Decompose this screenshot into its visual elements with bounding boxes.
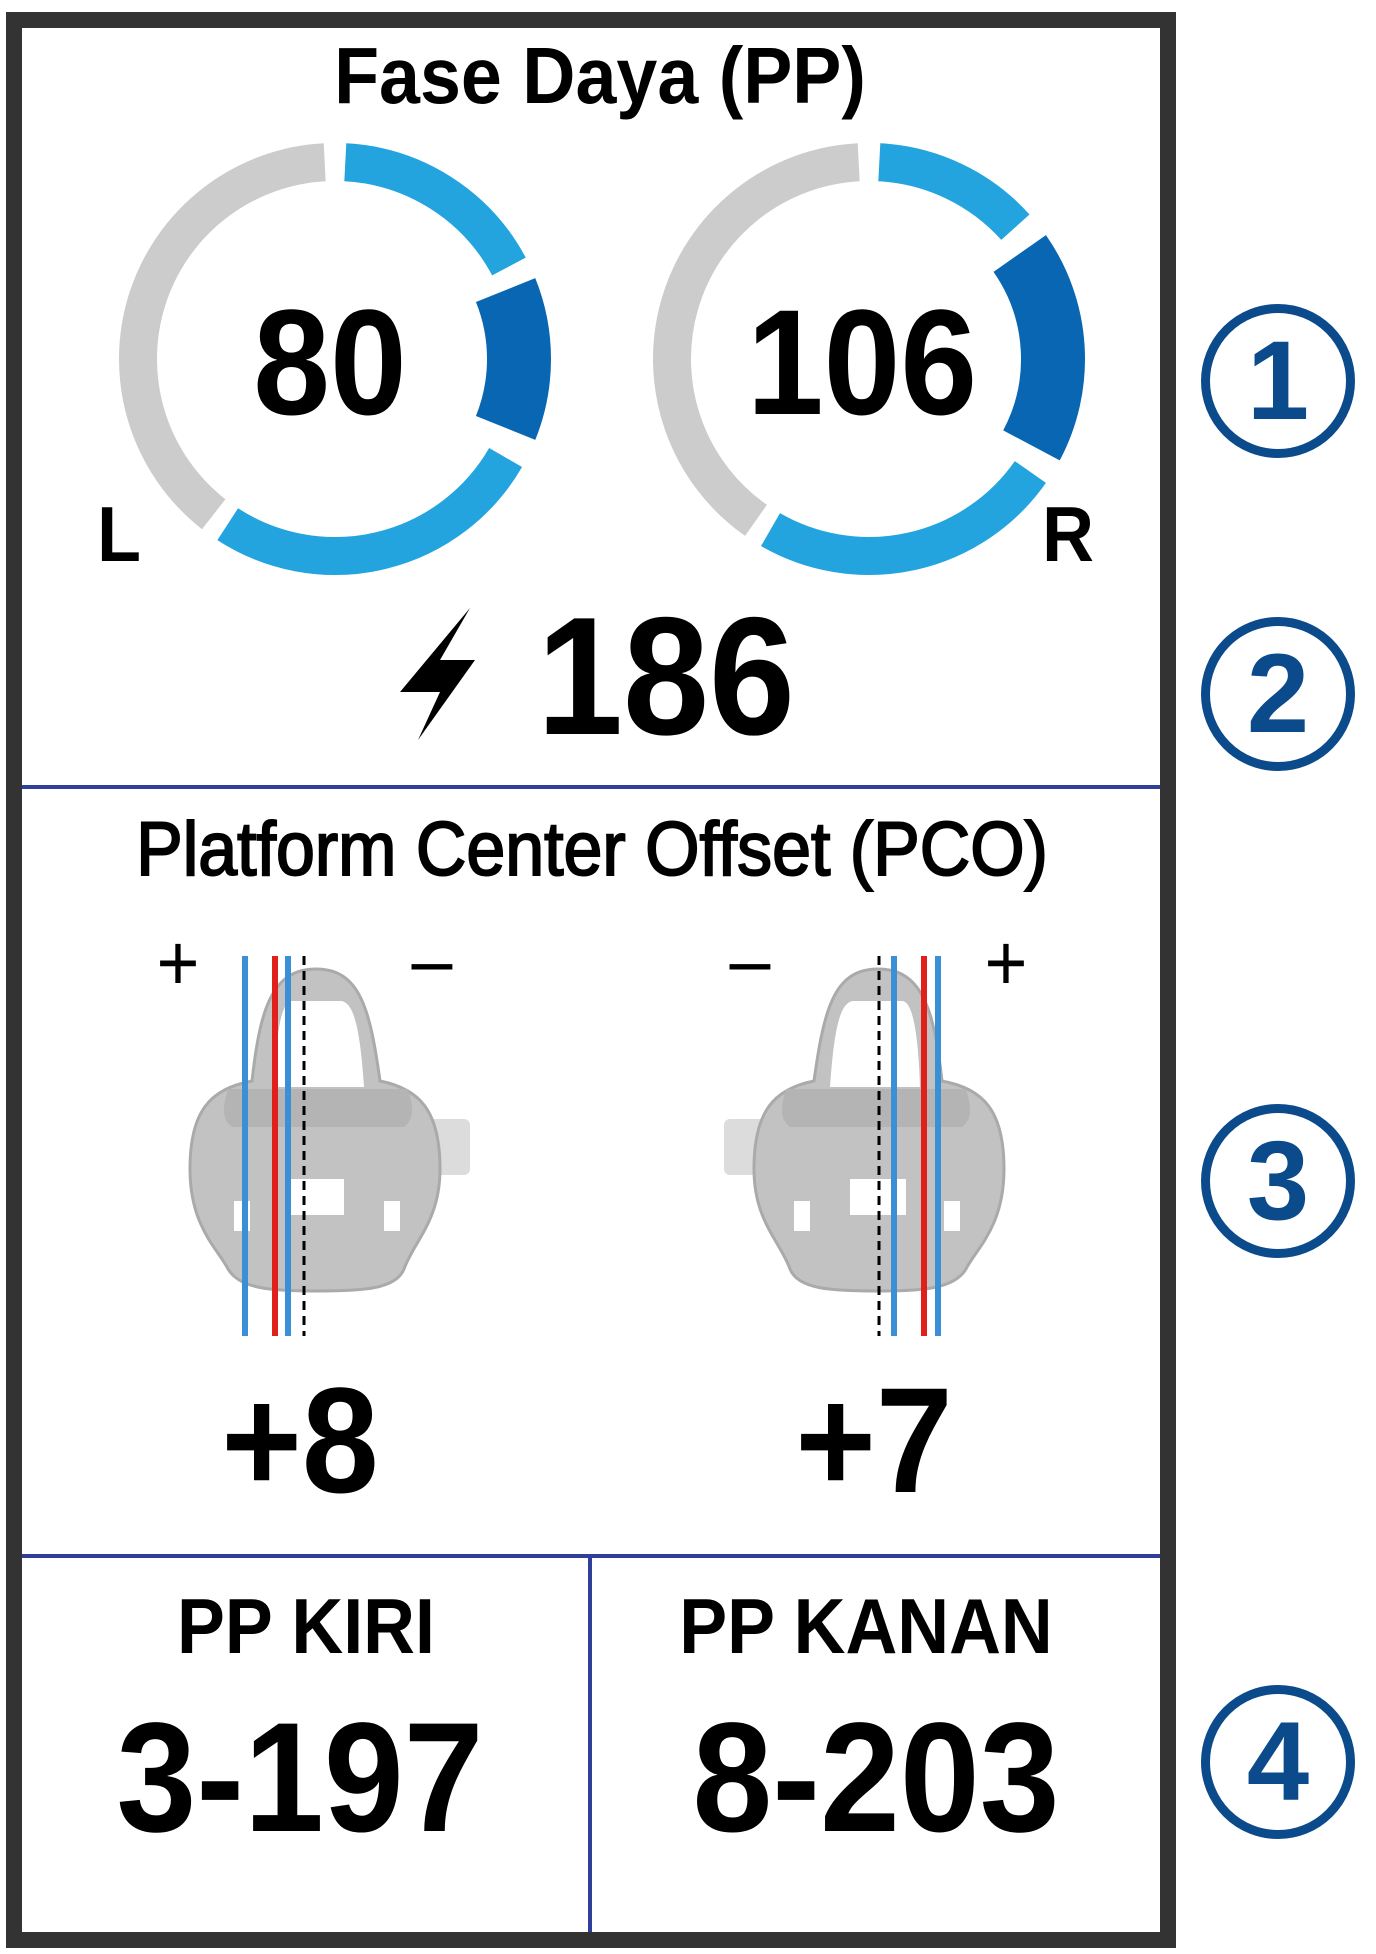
right-power-phase-arc-segment — [761, 460, 1046, 575]
pedal-cleat-slot — [794, 1201, 810, 1231]
pp-right-label: PP KANAN — [679, 1582, 1053, 1670]
section-divider — [22, 785, 1160, 789]
pedal-cleat-slot — [384, 1201, 400, 1231]
callout-1: 1 — [1201, 304, 1355, 458]
pedal-cutout — [274, 1001, 364, 1087]
pedal-cutout — [830, 1001, 920, 1087]
callout-3: 3 — [1201, 1104, 1355, 1258]
total-power-value: 186 — [537, 582, 795, 770]
power-phase-title: Fase Daya (PP) — [334, 31, 866, 120]
right-power-phase-arc-segment — [877, 143, 1030, 241]
right-power-phase-arc-segment — [653, 143, 860, 536]
lightning-bolt-icon — [400, 608, 475, 740]
left-power-phase-arc-segment — [343, 143, 526, 276]
left-power-phase-arc-segment — [119, 143, 326, 530]
left-pedal-icon — [188, 967, 470, 1293]
left-minus-sign: – — [411, 915, 453, 1004]
pco-title: Platform Center Offset (PCO) — [135, 807, 1049, 892]
right-power-value: 106 — [746, 278, 978, 446]
left-side-label: L — [97, 490, 141, 578]
pp-right-value: 8-203 — [692, 1691, 1060, 1865]
column-divider — [588, 1556, 592, 1932]
right-side-label: R — [1042, 490, 1094, 578]
callout-4: 4 — [1201, 1685, 1355, 1839]
right-pco-value: +7 — [795, 1356, 953, 1524]
left-pco-value: +8 — [221, 1356, 379, 1524]
left-plus-sign: + — [156, 918, 200, 1007]
left-power-phase-arc-segment — [475, 278, 551, 440]
callout-2: 2 — [1201, 617, 1355, 771]
pedal-body — [188, 967, 442, 1293]
right-power-phase-arc-segment — [993, 235, 1085, 461]
pedal-crossbar — [223, 1089, 413, 1127]
right-plus-sign: + — [984, 918, 1028, 1007]
pedal-crossbar — [781, 1089, 971, 1127]
left-power-phase-arc-segment — [217, 447, 523, 575]
pp-left-label: PP KIRI — [177, 1582, 435, 1670]
right-pedal-icon — [724, 967, 1006, 1293]
right-minus-sign: – — [729, 915, 771, 1004]
pedal-cleat-slot — [944, 1201, 960, 1231]
left-power-value: 80 — [253, 278, 407, 446]
pedal-cleat-slot — [288, 1179, 344, 1215]
pp-left-value: 3-197 — [116, 1691, 484, 1865]
